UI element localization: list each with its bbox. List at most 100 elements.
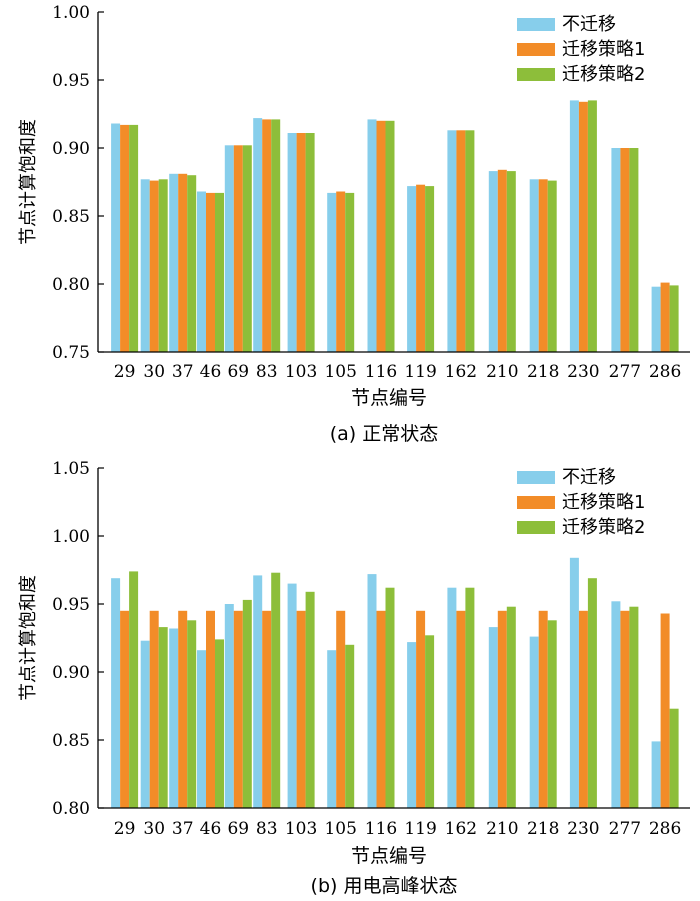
x-tick-label: 103 [285, 819, 317, 839]
x-tick-label: 37 [172, 362, 194, 382]
x-tick-label: 105 [324, 362, 356, 382]
bar-30-series-3 [158, 627, 168, 808]
x-tick-label: 210 [486, 819, 518, 839]
bar-46-series-1 [197, 650, 206, 808]
bar-69-series-1 [224, 145, 234, 352]
panel-caption: (a) 正常状态 [330, 423, 439, 445]
bar-83-series-3 [271, 119, 281, 353]
bar-116-series-2 [376, 120, 386, 352]
y-tick-label: 0.95 [52, 595, 90, 615]
bar-119-series-1 [407, 186, 417, 352]
x-tick-label: 119 [404, 819, 436, 839]
x-tick-label: 277 [609, 362, 641, 382]
x-tick-label: 119 [404, 362, 436, 382]
bar-230-series-1 [569, 557, 579, 808]
x-tick-label: 210 [486, 362, 518, 382]
y-tick-label: 0.85 [52, 207, 90, 227]
bar-116-series-3 [385, 120, 395, 352]
bar-162-series-3 [465, 130, 475, 352]
bar-37-series-2 [178, 610, 188, 808]
bar-105-series-3 [345, 192, 355, 352]
bar-119-series-3 [425, 186, 435, 352]
x-tick-label: 116 [365, 819, 397, 839]
bar-29-series-1 [111, 123, 121, 352]
legend-swatch-2 [517, 496, 555, 509]
x-axis-label: 节点编号 [351, 387, 427, 409]
bar-103-series-2 [296, 610, 306, 808]
x-tick-label: 162 [445, 819, 477, 839]
bar-30-series-2 [149, 180, 159, 352]
y-axis-label: 节点计算饱和度 [18, 575, 39, 701]
bar-286-series-1 [651, 741, 661, 808]
x-tick-label: 162 [445, 362, 477, 382]
legend-entry: 迁移策略2 [562, 517, 645, 538]
bar-119-series-3 [425, 635, 435, 808]
chart-panel-a: 29 30 37 46 69 83 103 105 116 119 162 210 218 230 277 2… [18, 3, 690, 445]
bar-286-series-3 [669, 285, 679, 352]
legend-entry: 迁移策略1 [562, 492, 645, 513]
bar-218-series-3 [547, 180, 557, 352]
bar-69-series-2 [233, 145, 243, 352]
legend-swatch-3 [517, 68, 555, 81]
x-tick-label: 218 [527, 819, 559, 839]
bar-277-series-2 [620, 148, 630, 352]
bar-37-series-1 [169, 628, 179, 808]
bar-116-series-2 [376, 610, 386, 808]
bar-103-series-1 [287, 133, 297, 352]
bar-46-series-3 [215, 639, 224, 808]
x-tick-label: 218 [527, 362, 559, 382]
bar-69-series-1 [224, 604, 234, 808]
x-tick-label: 230 [567, 819, 599, 839]
panel-caption: (b) 用电高峰状态 [311, 875, 458, 897]
bar-162-series-1 [447, 130, 457, 352]
x-tick-label: 37 [172, 819, 194, 839]
legend-swatch-3 [517, 521, 555, 534]
bar-116-series-1 [367, 119, 377, 353]
y-tick-label: 1.00 [52, 3, 90, 23]
bar-83-series-2 [262, 610, 272, 808]
bar-37-series-3 [187, 175, 197, 352]
bar-103-series-2 [296, 133, 306, 352]
bar-83-series-3 [271, 572, 281, 808]
x-tick-label: 69 [227, 819, 249, 839]
bar-210-series-2 [497, 610, 507, 808]
bar-210-series-3 [506, 171, 516, 352]
y-tick-label: 0.95 [52, 71, 90, 91]
bar-46-series-2 [206, 192, 215, 352]
x-tick-label: 277 [609, 819, 641, 839]
bar-37-series-2 [178, 173, 188, 352]
bar-83-series-1 [253, 118, 263, 352]
bar-30-series-2 [149, 610, 159, 808]
bar-277-series-3 [629, 148, 639, 352]
y-tick-label: 1.05 [52, 459, 90, 479]
bar-37-series-1 [169, 173, 179, 352]
bar-83-series-1 [253, 575, 263, 808]
bar-105-series-1 [327, 192, 337, 352]
bar-103-series-1 [287, 583, 297, 808]
bar-218-series-3 [547, 620, 557, 808]
x-tick-label: 46 [200, 819, 222, 839]
x-tick-label: 286 [649, 819, 681, 839]
y-tick-label: 0.85 [52, 731, 90, 751]
bar-105-series-2 [336, 610, 346, 808]
legend-entry: 不迁移 [562, 467, 616, 488]
bar-119-series-2 [416, 184, 426, 352]
legend-swatch-2 [517, 43, 555, 56]
bar-29-series-2 [120, 124, 130, 353]
legend-swatch-1 [517, 18, 555, 31]
x-tick-label: 103 [285, 362, 317, 382]
bar-210-series-3 [506, 606, 516, 808]
legend-entry: 迁移策略1 [562, 39, 645, 60]
bar-277-series-2 [620, 610, 630, 808]
bar-286-series-3 [669, 708, 679, 808]
y-tick-label: 0.80 [52, 799, 90, 819]
bar-162-series-2 [456, 130, 466, 352]
x-tick-label: 29 [114, 362, 136, 382]
legend-swatch-1 [517, 471, 555, 484]
bar-162-series-1 [447, 587, 457, 808]
y-tick-label: 0.80 [52, 275, 90, 295]
legend-entry: 不迁移 [562, 14, 616, 35]
bar-69-series-3 [242, 599, 252, 808]
x-axis-label: 节点编号 [351, 845, 427, 867]
